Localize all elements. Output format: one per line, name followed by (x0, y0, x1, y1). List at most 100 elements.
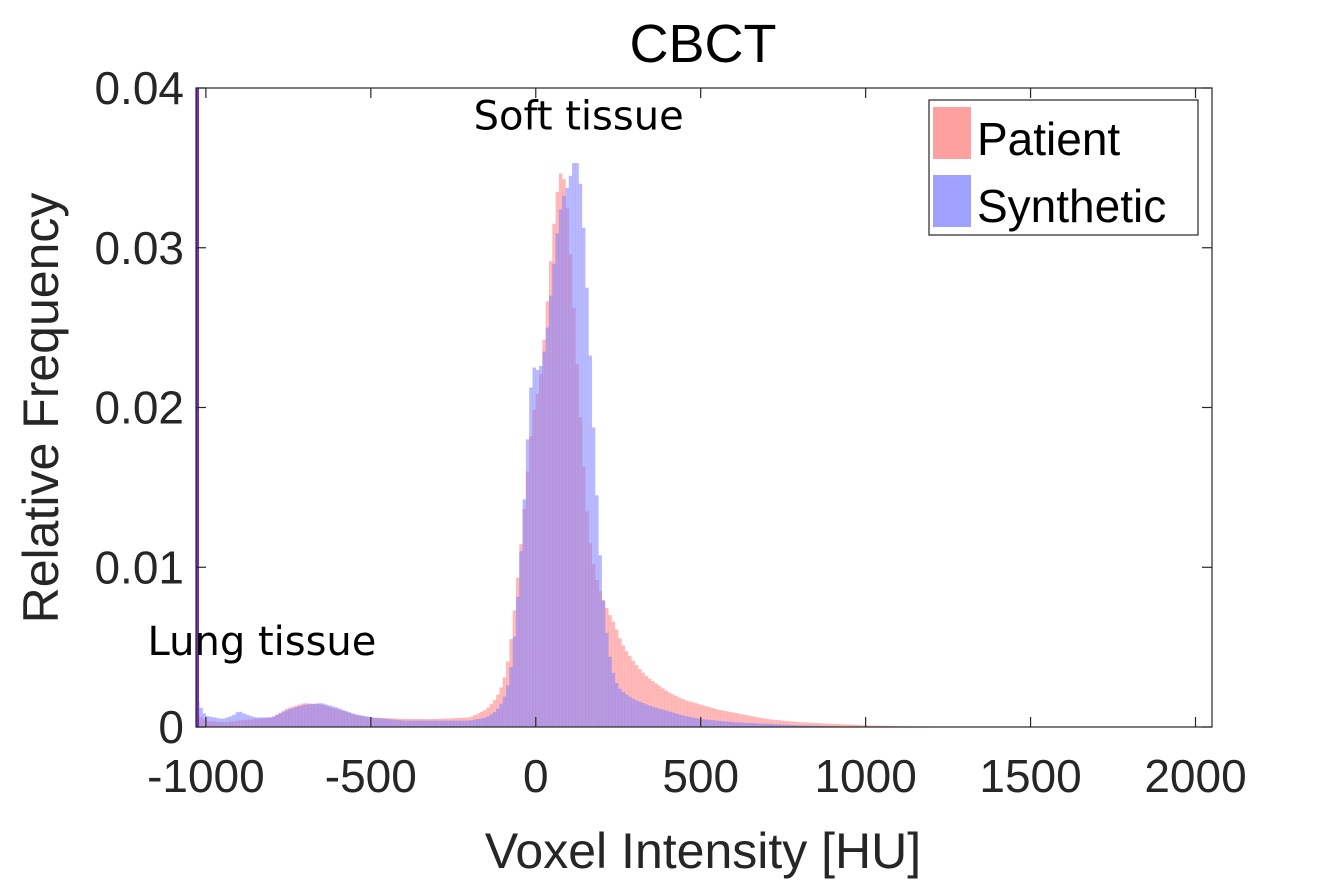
y-tick-label: 0 (158, 701, 184, 753)
bar-synthetic (374, 717, 378, 727)
bar-synthetic (486, 716, 490, 727)
bar-synthetic (252, 716, 256, 727)
bar-patient (707, 707, 711, 727)
bar-patient (736, 713, 741, 727)
bar-synthetic (624, 694, 629, 727)
bar-synthetic (717, 720, 721, 727)
bar-synthetic (809, 725, 814, 727)
bar-synthetic (450, 720, 454, 727)
bar-synthetic (591, 427, 596, 727)
bar-synthetic (667, 711, 672, 727)
bar-synthetic (238, 711, 243, 727)
legend-label-patient: Patient (977, 113, 1120, 165)
bar-synthetic (410, 720, 414, 727)
bar-synthetic (327, 705, 332, 727)
bar-synthetic (730, 722, 734, 727)
bar-synthetic (278, 713, 282, 727)
bar-patient (868, 725, 873, 727)
bar-synthetic (288, 708, 292, 727)
bar-synthetic (446, 720, 451, 727)
bar-synthetic (301, 705, 306, 727)
bar-synthetic (426, 720, 431, 727)
bar-synthetic (812, 725, 817, 727)
chart-title: CBCT (630, 14, 777, 74)
bar-synthetic (222, 718, 226, 727)
bar-synthetic (611, 672, 616, 727)
bar-synthetic (585, 287, 589, 727)
bar-patient (687, 701, 692, 727)
bar-patient (852, 724, 856, 727)
legend-swatch-synthetic (933, 175, 971, 227)
bar-patient (638, 669, 642, 727)
bar-synthetic (515, 596, 520, 727)
bar-synthetic (337, 708, 342, 727)
x-tick-label: 0 (523, 750, 549, 802)
bar-patient (746, 715, 751, 727)
x-tick-label: 1000 (814, 750, 916, 802)
bar-synthetic (783, 724, 787, 727)
bar-synthetic (235, 712, 240, 727)
bar-patient (671, 694, 675, 727)
bar-synthetic (723, 721, 728, 727)
bar-synthetic (558, 209, 563, 727)
bar-synthetic (443, 720, 447, 727)
x-tick-label: 1500 (979, 750, 1081, 802)
bar-patient (773, 719, 777, 727)
bar-synthetic (473, 719, 477, 727)
bar-patient (690, 702, 695, 727)
bar-synthetic (694, 718, 698, 727)
bar-synthetic (654, 707, 659, 727)
bar-synthetic (802, 725, 807, 727)
bar-synthetic (285, 710, 289, 727)
bar-synthetic (291, 707, 296, 727)
bar-synthetic (661, 709, 665, 727)
bar-synthetic (578, 183, 583, 728)
y-tick-label: 0.02 (94, 382, 184, 434)
bar-synthetic (614, 683, 619, 727)
bar-patient (776, 720, 781, 727)
bar-synthetic (532, 367, 536, 727)
bar-patient (743, 714, 748, 727)
bar-synthetic (364, 716, 368, 727)
bar-synthetic (311, 703, 315, 727)
bar-patient (713, 708, 718, 727)
bar-synthetic (506, 685, 510, 727)
bar-synthetic (736, 722, 741, 727)
bar-patient (760, 718, 764, 727)
bar-patient (654, 683, 659, 727)
bar-patient (822, 723, 827, 727)
bar-synthetic (321, 703, 325, 727)
bar-synthetic (258, 717, 263, 727)
bar-synthetic (390, 719, 395, 727)
bar-synthetic (605, 632, 609, 727)
bar-synthetic (341, 709, 345, 727)
bar-synthetic (601, 600, 606, 727)
bar-synthetic (407, 720, 411, 727)
bar-synthetic (628, 696, 632, 727)
bar-synthetic (786, 724, 790, 727)
bar-patient (812, 722, 817, 727)
bar-synthetic (753, 723, 757, 727)
bar-synthetic (638, 701, 642, 727)
bar-synthetic (463, 720, 467, 727)
bar-synthetic (265, 717, 269, 727)
bar-synthetic (509, 667, 513, 727)
soft-tissue-annotation: Soft tissue (474, 94, 684, 140)
bar-synthetic (684, 716, 688, 727)
bar-synthetic (482, 717, 487, 727)
bar-synthetic (400, 720, 405, 727)
bar-synthetic (588, 355, 593, 727)
bar-synthetic (552, 263, 556, 727)
x-tick-label: 500 (662, 750, 739, 802)
bar-synthetic (766, 723, 771, 727)
legend-swatch-patient (933, 107, 971, 159)
bar-patient (697, 704, 701, 727)
bar-synthetic (492, 712, 497, 727)
bar-synthetic (572, 163, 576, 727)
bar-synthetic (209, 716, 213, 727)
bar-synthetic (575, 163, 579, 727)
bar-patient (783, 720, 787, 727)
bar-patient (766, 719, 771, 727)
bar-patient (835, 724, 840, 727)
bar-patient (842, 724, 847, 727)
